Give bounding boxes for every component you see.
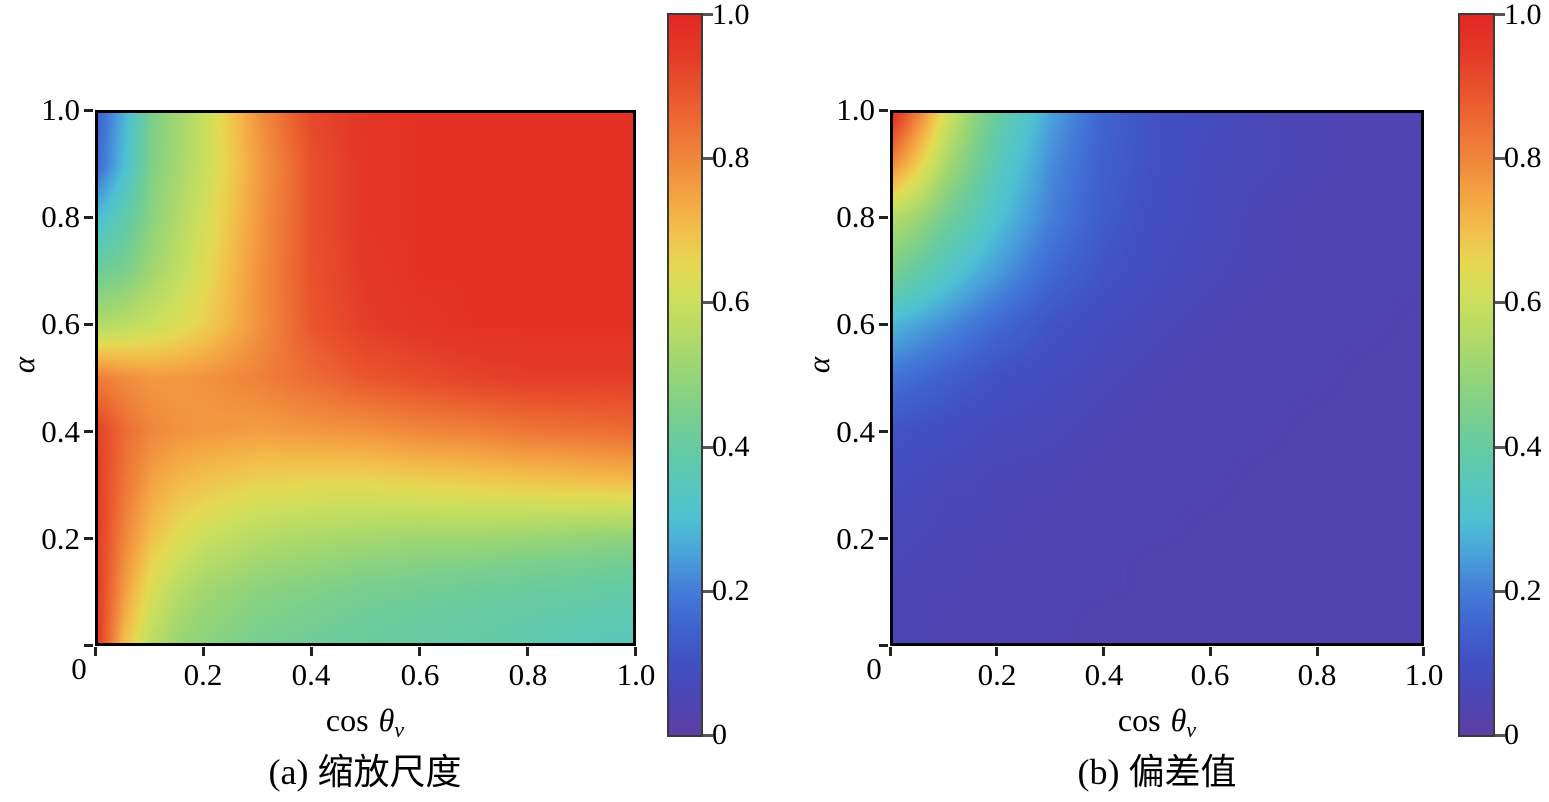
- colorbar-tick-label: 1.0: [712, 0, 750, 31]
- heatmap-panel-b: [890, 110, 1424, 646]
- y-axis-tick-label: 1.0: [836, 92, 875, 127]
- colorbar-tick: [1495, 590, 1505, 593]
- heatmap-canvas-a: [98, 113, 633, 643]
- y-axis-label: α: [801, 356, 836, 374]
- colorbar-tick-label: 0.2: [712, 574, 750, 607]
- colorbar-tick-label: 0.4: [712, 430, 750, 463]
- colorbar-tick: [1495, 734, 1505, 737]
- panel-b-caption: (b) 偏差值: [1077, 752, 1237, 792]
- x-axis-tick-label: 0.8: [508, 657, 548, 692]
- colorbar-b: [1458, 13, 1495, 737]
- colorbar-a: [667, 13, 703, 737]
- y-axis-tick: [879, 430, 888, 433]
- colorbar-canvas-b: [1460, 15, 1493, 735]
- y-axis-tick: [879, 323, 888, 326]
- colorbar-canvas-a: [669, 15, 701, 735]
- x-axis-label-cos: cos: [325, 702, 369, 738]
- x-axis-label-subscript-v: v: [1186, 717, 1197, 742]
- heatmap-canvas-b: [893, 113, 1421, 643]
- x-axis-label-theta: θ: [1170, 702, 1187, 738]
- heatmap-panel-a: [95, 110, 636, 646]
- y-axis-tick: [84, 109, 93, 112]
- colorbar-tick-label: 0.4: [1504, 430, 1542, 463]
- x-axis-tick: [94, 647, 97, 656]
- x-axis-tick: [202, 647, 205, 656]
- origin-tick-label: 0: [71, 651, 87, 686]
- x-axis-tick-label: 0.6: [400, 657, 440, 692]
- colorbar-tick-label: 0.8: [1504, 141, 1542, 174]
- colorbar-tick: [1495, 301, 1505, 304]
- x-axis-tick: [1422, 647, 1425, 656]
- colorbar-tick: [703, 157, 713, 160]
- y-axis-tick-label: 0.4: [41, 414, 80, 449]
- x-axis-label: cos θv: [215, 702, 515, 743]
- y-axis-tick: [879, 216, 888, 219]
- y-axis-label: α: [6, 356, 41, 374]
- origin-tick-label: 0: [866, 651, 882, 686]
- y-axis-tick: [879, 644, 888, 647]
- x-axis-tick: [310, 647, 313, 656]
- x-axis-tick-label: 0.2: [183, 657, 223, 692]
- y-axis-tick: [84, 644, 93, 647]
- y-axis-tick: [84, 430, 93, 433]
- colorbar-tick: [1495, 13, 1505, 16]
- x-axis-label-subscript-v: v: [394, 717, 405, 742]
- y-axis-tick: [84, 323, 93, 326]
- x-axis-tick-label: 0.8: [1297, 657, 1337, 692]
- colorbar-tick-label: 0.6: [712, 285, 750, 318]
- y-axis-tick: [84, 537, 93, 540]
- y-axis-tick-label: 0.2: [836, 521, 875, 556]
- x-axis-tick: [889, 647, 892, 656]
- y-axis-tick-label: 0.4: [836, 414, 875, 449]
- x-axis-tick-label: 1.0: [1404, 657, 1444, 692]
- x-axis-tick-label: 0.2: [977, 657, 1017, 692]
- colorbar-tick: [703, 590, 713, 593]
- x-axis-tick: [526, 647, 529, 656]
- colorbar-tick-label: 0.8: [712, 141, 750, 174]
- colorbar-tick: [1495, 157, 1505, 160]
- colorbar-tick-label: 0: [1504, 718, 1519, 751]
- colorbar-tick: [1495, 446, 1505, 449]
- x-axis-tick: [418, 647, 421, 656]
- x-axis-label: cos θv: [1007, 702, 1307, 743]
- x-axis-label-cos: cos: [1117, 702, 1161, 738]
- colorbar-tick-label: 1.0: [1504, 0, 1542, 31]
- y-axis-tick-label: 0.8: [836, 199, 875, 234]
- colorbar-tick: [703, 13, 713, 16]
- x-axis-label-theta: θ: [378, 702, 395, 738]
- y-axis-tick: [84, 216, 93, 219]
- x-axis-tick-label: 1.0: [616, 657, 656, 692]
- colorbar-tick: [703, 301, 713, 304]
- y-axis-tick: [879, 537, 888, 540]
- x-axis-tick: [634, 647, 637, 656]
- y-axis-tick-label: 0.8: [41, 199, 80, 234]
- x-axis-tick: [995, 647, 998, 656]
- colorbar-tick-label: 0.2: [1504, 574, 1542, 607]
- colorbar-tick-label: 0.6: [1504, 285, 1542, 318]
- x-axis-tick-label: 0.4: [291, 657, 331, 692]
- y-axis-tick-label: 0.2: [41, 521, 80, 556]
- x-axis-tick: [1209, 647, 1212, 656]
- y-axis-tick-label: 0.6: [41, 306, 80, 341]
- y-axis-tick-label: 0.6: [836, 306, 875, 341]
- colorbar-tick: [703, 446, 713, 449]
- x-axis-tick-label: 0.6: [1190, 657, 1230, 692]
- colorbar-tick: [703, 734, 713, 737]
- panel-a-caption: (a) 缩放尺度: [268, 752, 462, 792]
- x-axis-tick: [1102, 647, 1105, 656]
- x-axis-tick: [1316, 647, 1319, 656]
- y-axis-tick-label: 1.0: [41, 92, 80, 127]
- colorbar-tick-label: 0: [712, 718, 727, 751]
- y-axis-tick: [879, 109, 888, 112]
- x-axis-tick-label: 0.4: [1084, 657, 1124, 692]
